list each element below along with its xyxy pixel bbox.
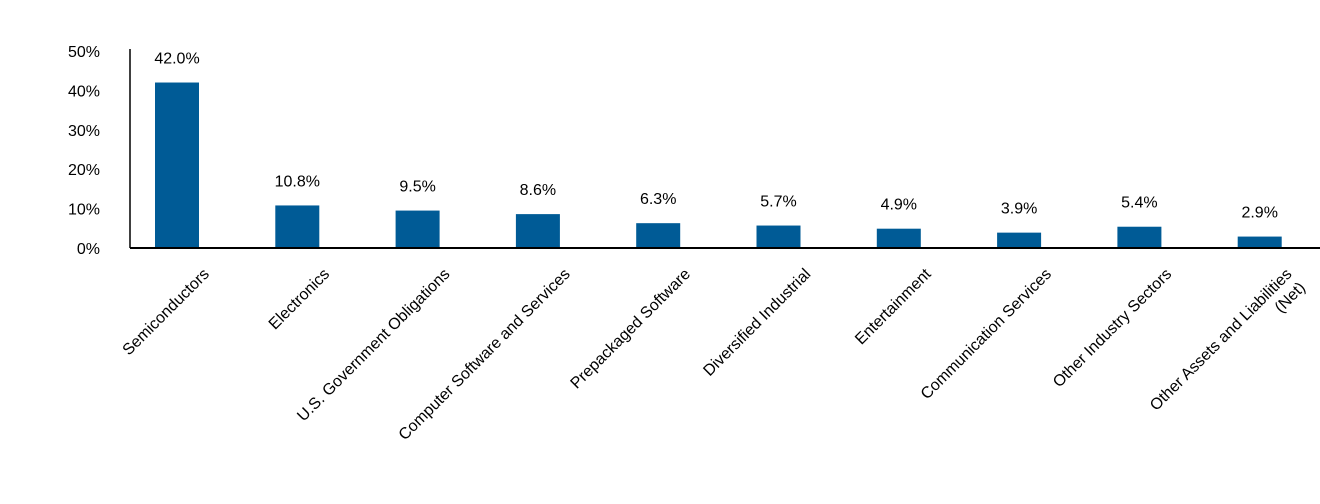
category-label: Other Industry Sectors (1050, 266, 1175, 391)
data-label: 5.4% (1121, 195, 1157, 212)
category-label: Other Assets and Liabilities(Net) (1147, 266, 1309, 428)
category-label: Prepackaged Software (568, 266, 695, 393)
y-tick-label: 50% (68, 44, 100, 61)
bar (756, 225, 801, 248)
y-tick-label: 30% (68, 123, 100, 140)
bar (636, 223, 681, 248)
category-label: Diversified Industrial (700, 266, 814, 380)
category-label: Electronics (266, 266, 333, 333)
y-tick-label: 0% (77, 241, 100, 258)
data-label: 3.9% (1001, 201, 1037, 218)
data-label: 42.0% (154, 51, 199, 68)
data-label: 8.6% (520, 182, 556, 199)
y-axis-ticks: 0% 10% 20% 30% 40% 50% (68, 44, 100, 258)
y-tick-label: 40% (68, 83, 100, 100)
data-label: 5.7% (760, 194, 796, 211)
bar (395, 210, 440, 248)
category-label: Semiconductors (120, 266, 213, 359)
category-label: Communication Services (918, 266, 1055, 403)
bars (155, 82, 1282, 249)
bar (155, 82, 199, 249)
data-label: 2.9% (1241, 205, 1277, 222)
data-label: 4.9% (881, 197, 917, 214)
bar (997, 232, 1042, 248)
data-label: 9.5% (399, 179, 435, 196)
data-label: 10.8% (275, 173, 320, 190)
y-tick-label: 20% (68, 162, 100, 179)
data-label: 6.3% (640, 191, 676, 208)
bar (275, 205, 320, 248)
y-tick-label: 10% (68, 202, 100, 219)
data-labels: 42.0% 10.8% 9.5% 8.6% 6.3% 5.7% 4.9% 3.9% 5.4% 2.… (154, 51, 1278, 222)
bar (876, 228, 921, 248)
bar (1237, 236, 1282, 248)
bar (1117, 226, 1162, 248)
category-label: Entertainment (852, 265, 935, 348)
bar (515, 214, 560, 248)
